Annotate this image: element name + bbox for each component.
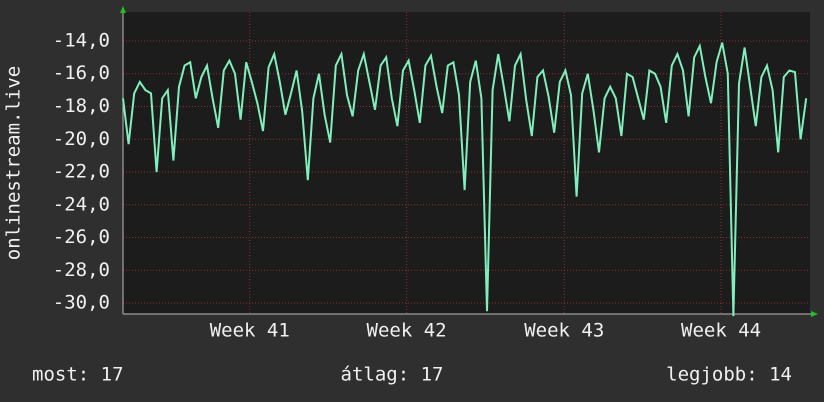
y-tick-label: -26,0: [53, 226, 110, 248]
x-tick-label: Week 42: [367, 320, 447, 342]
y-tick-label: -30,0: [53, 292, 110, 314]
x-tick-label: Week 44: [681, 320, 761, 342]
axis-arrow: [811, 311, 818, 317]
legend-item: átlag: 17: [341, 364, 444, 386]
y-tick-label: -22,0: [53, 161, 110, 183]
legend-item: most: 17: [32, 364, 124, 386]
series-line: [122, 42, 808, 317]
y-tick-label: -14,0: [53, 29, 110, 51]
y-tick-label: -24,0: [53, 193, 110, 215]
y-tick-label: -20,0: [53, 128, 110, 150]
axis-arrow: [120, 6, 126, 13]
y-tick-label: -28,0: [53, 259, 110, 281]
y-tick-label: -18,0: [53, 95, 110, 117]
y-axis-label: onlinestream.live: [3, 66, 25, 260]
x-tick-label: Week 43: [524, 320, 604, 342]
x-tick-label: Week 41: [210, 320, 290, 342]
y-tick-label: -16,0: [53, 62, 110, 84]
legend-item: legjobb: 14: [666, 364, 792, 386]
